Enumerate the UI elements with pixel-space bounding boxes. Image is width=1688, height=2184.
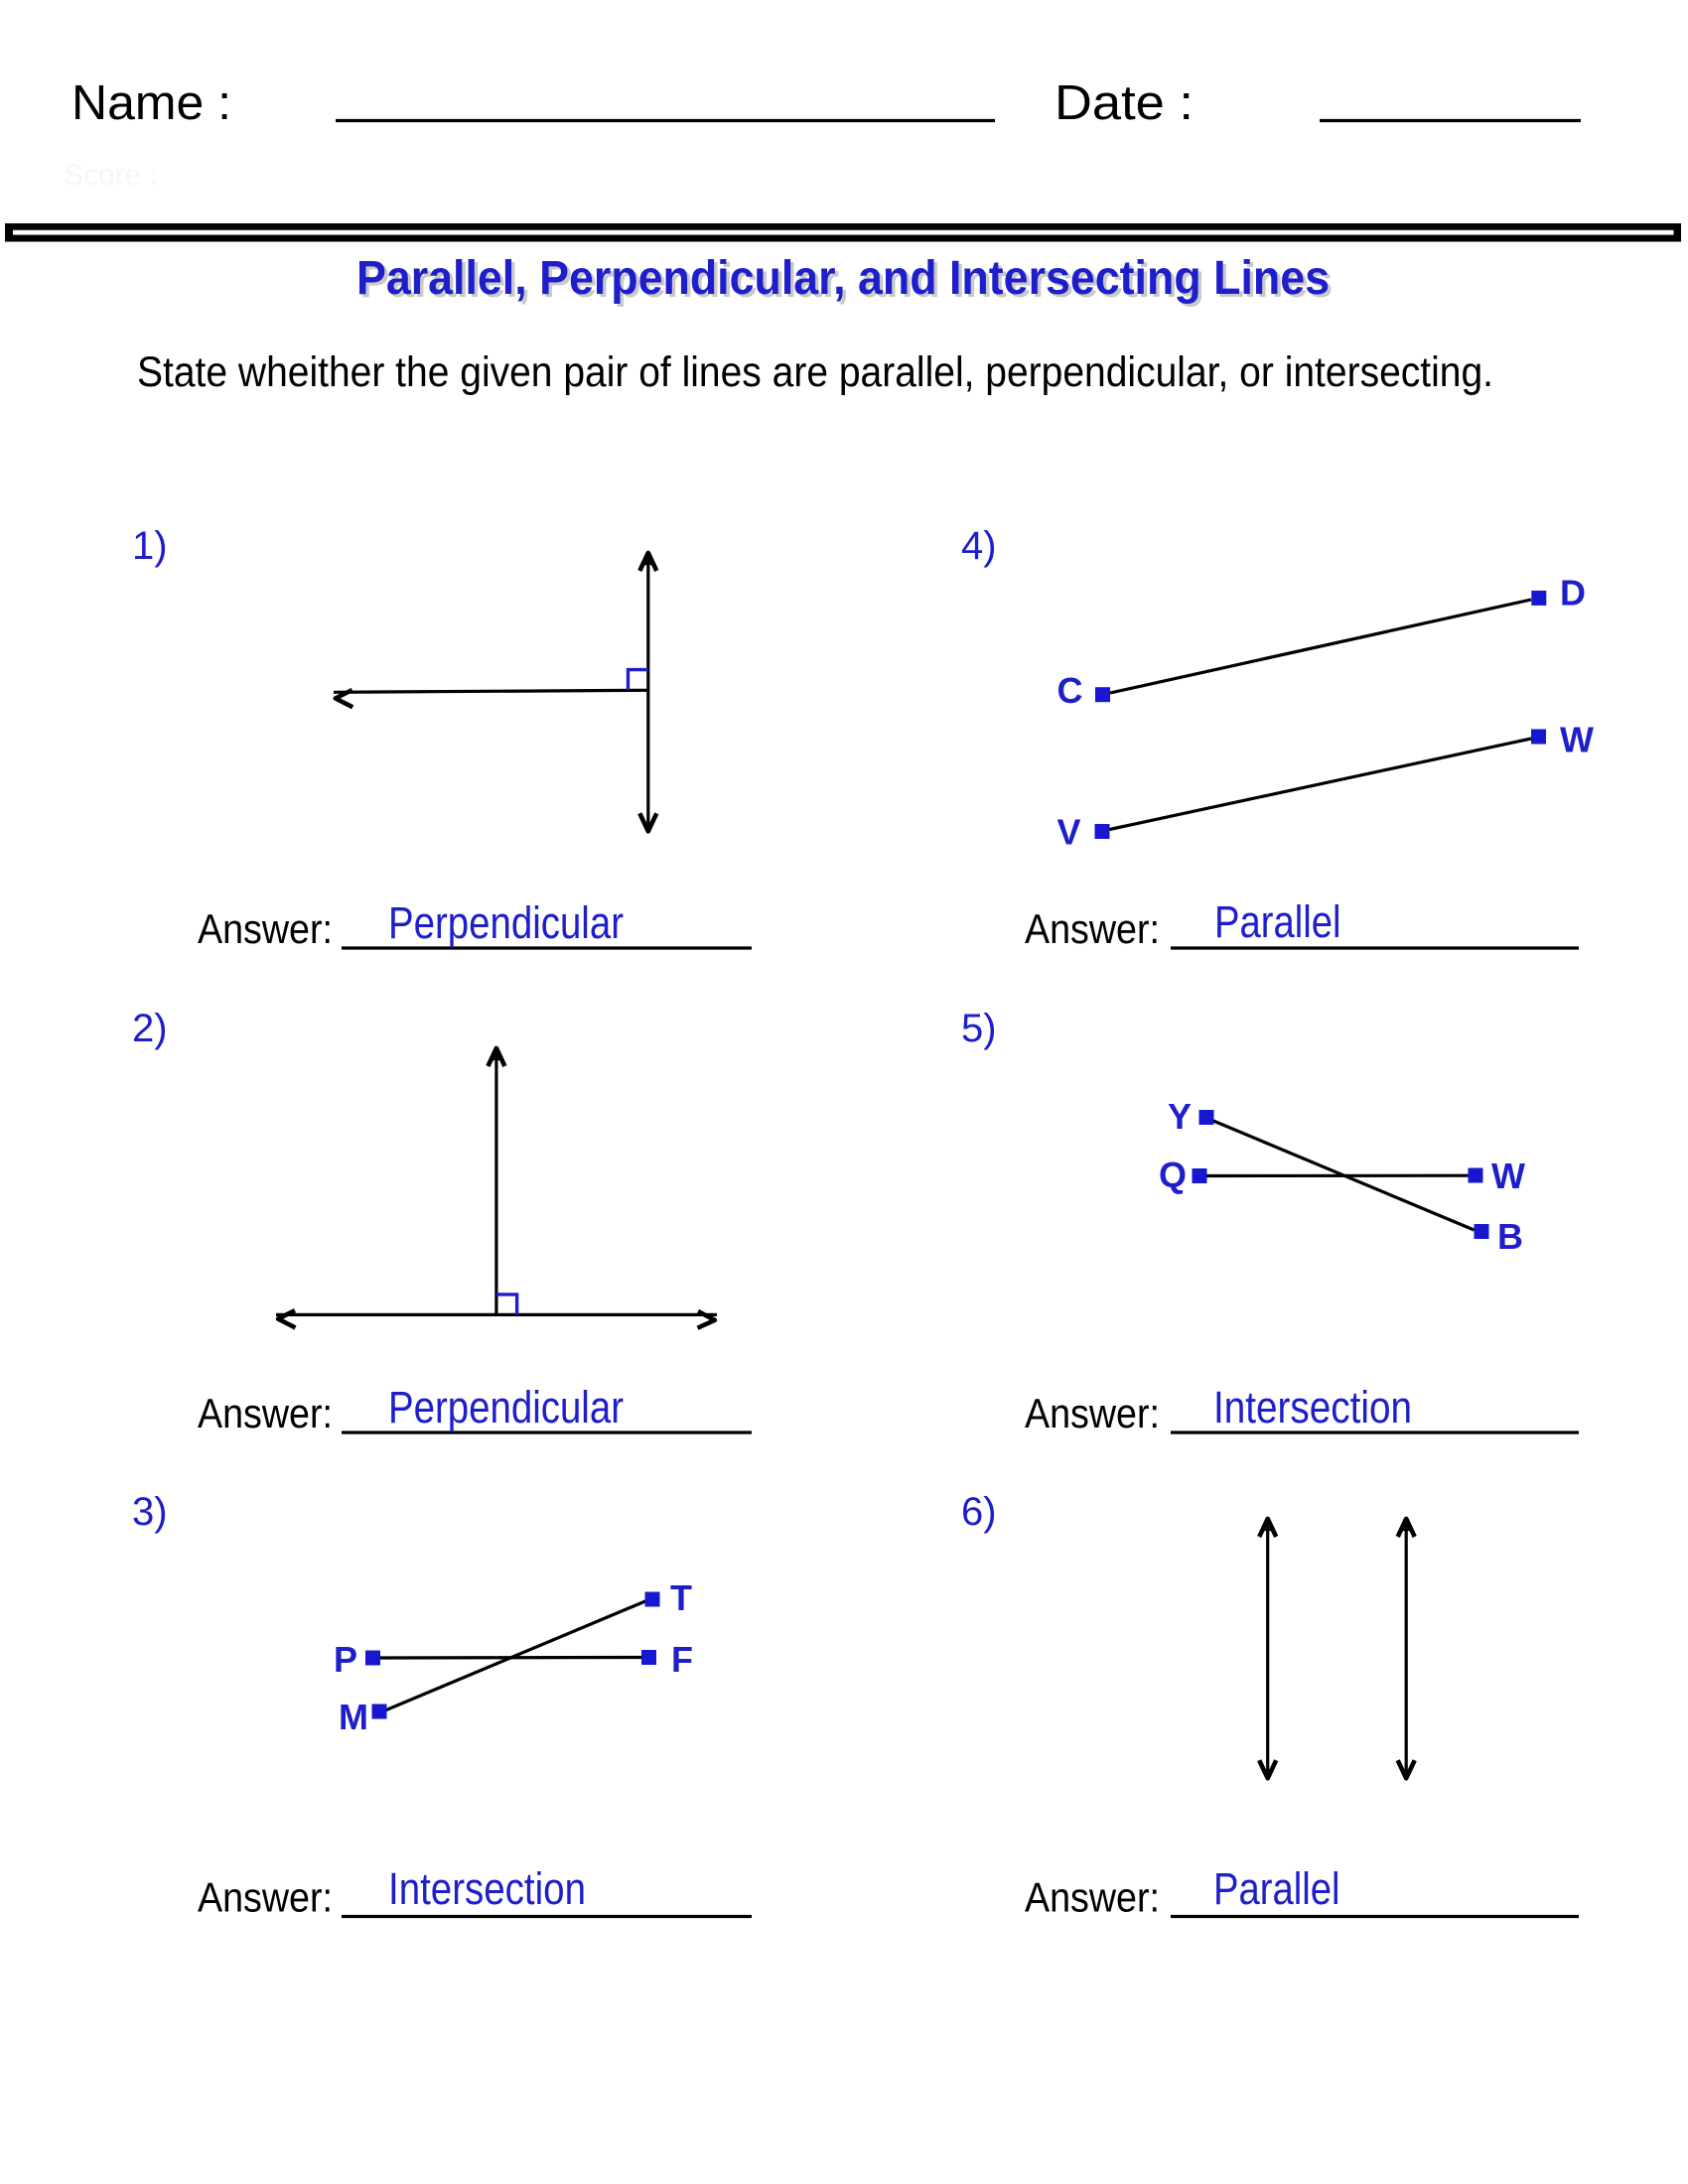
svg-text:W: W [1560,720,1594,760]
svg-text:Intersection: Intersection [1213,1382,1412,1433]
svg-text:1): 1) [132,524,168,568]
svg-text:Parallel, Perpendicular, and I: Parallel, Perpendicular, and Intersectin… [359,255,1333,308]
svg-text:Y: Y [1168,1096,1192,1137]
svg-text:C: C [1057,670,1083,711]
svg-text:Perpendicular: Perpendicular [388,897,624,948]
svg-text:Parallel: Parallel [1214,896,1341,947]
svg-text:W: W [1491,1156,1525,1196]
svg-text:Perpendicular: Perpendicular [388,1382,624,1433]
svg-text:Parallel, Perpendicular, and I: Parallel, Perpendicular, and Intersectin… [356,252,1330,305]
svg-text:Answer:: Answer: [198,1390,333,1436]
svg-text:Parallel: Parallel [1213,1863,1340,1914]
svg-text:T: T [670,1577,692,1618]
svg-text:Date :: Date : [1055,76,1194,130]
svg-text:Answer:: Answer: [1025,905,1160,952]
svg-text:Answer:: Answer: [1025,1874,1160,1921]
svg-text:5): 5) [961,1007,997,1050]
svg-text:Score :: Score : [64,159,158,192]
svg-text:4): 4) [961,524,997,568]
svg-text:M: M [339,1697,368,1737]
svg-text:P: P [334,1639,357,1680]
svg-text:B: B [1497,1216,1523,1257]
svg-text:Answer:: Answer: [1025,1390,1160,1436]
svg-text:6): 6) [961,1490,997,1534]
svg-text:Name :: Name : [71,76,231,130]
svg-text:F: F [671,1639,693,1680]
svg-text:Intersection: Intersection [388,1863,586,1914]
svg-text:Q: Q [1159,1155,1187,1195]
svg-text:D: D [1560,573,1586,614]
svg-text:V: V [1057,812,1081,853]
svg-text:2): 2) [132,1007,168,1050]
svg-text:3): 3) [132,1490,168,1534]
svg-text:State wheither the given pair: State wheither the given pair of lines a… [137,348,1493,396]
svg-text:Answer:: Answer: [198,1874,333,1921]
svg-text:Answer:: Answer: [198,905,333,952]
